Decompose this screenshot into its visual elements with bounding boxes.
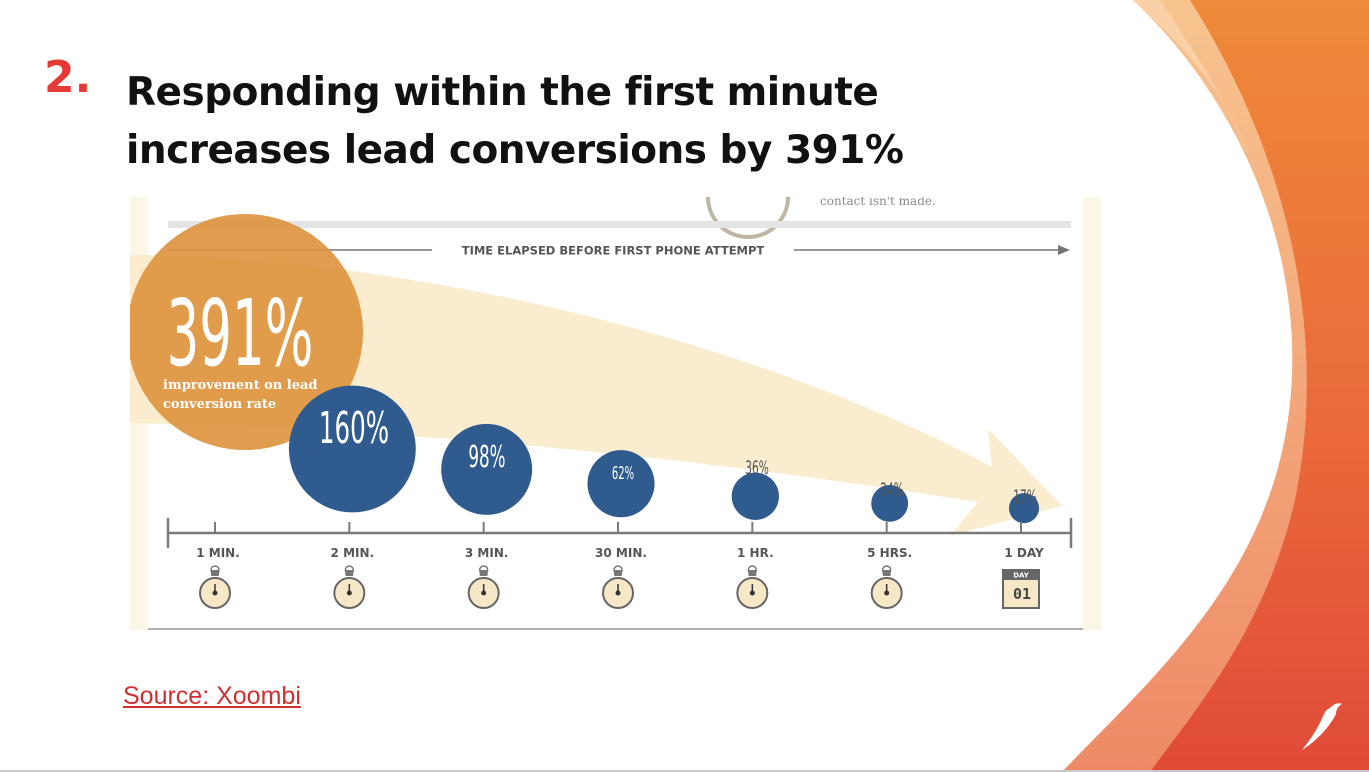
source-link[interactable]: Source: Xoombi — [123, 682, 301, 710]
calendar-day-number: 01 — [1013, 585, 1031, 603]
stopwatch-icon — [736, 565, 769, 609]
stopwatch-icon — [199, 565, 231, 609]
infographic-panel: contact isn't made. TIME ELAPSED BEFORE … — [130, 197, 1101, 630]
conversion-chart: contact isn't made. TIME ELAPSED BEFORE … — [130, 197, 1083, 630]
data-label: 98% — [468, 439, 505, 474]
stopwatch-icon — [333, 565, 366, 609]
cropped-stopwatch-icon — [706, 197, 790, 239]
data-label: 36% — [745, 456, 769, 479]
slide-number: 2. — [44, 52, 92, 103]
tick-label: 1 HR. — [737, 546, 774, 560]
data-point — [587, 450, 655, 518]
data-label: 17% — [1013, 485, 1037, 508]
data-label: 24% — [880, 478, 904, 501]
data-label: 62% — [612, 462, 634, 484]
data-point — [1008, 493, 1040, 524]
tick-label: 30 MIN. — [595, 546, 647, 560]
separator-bar — [168, 221, 1071, 228]
title-line-1: Responding within the first minute — [126, 70, 879, 115]
stopwatch-icon — [467, 565, 500, 609]
axis-title-arrow-icon — [1058, 245, 1070, 255]
top-fragment-text: contact isn't made. — [820, 197, 936, 208]
stopwatch-icon — [870, 565, 903, 609]
tick-label: 3 MIN. — [465, 546, 509, 560]
calendar-top-label: DAY — [1013, 572, 1030, 580]
axis-title: TIME ELAPSED BEFORE FIRST PHONE ATTEMPT — [462, 244, 765, 258]
big-caption-line-2: conversion rate — [163, 397, 276, 412]
data-point — [288, 385, 416, 513]
data-point — [130, 214, 363, 450]
flow-arrow — [130, 255, 1062, 536]
data-marks: 391%160% 98% 62% 36% 24% 17% improvement on le… — [130, 214, 1040, 524]
data-point — [441, 423, 533, 515]
data-point — [731, 472, 779, 520]
time-axis: 1 MIN. 2 MIN. 3 MIN. 30 MIN. 1 HR. 5 HRS. 1 DA… — [166, 518, 1073, 609]
calendar-icon: DAY 01 — [1002, 569, 1040, 609]
tick-label: 1 MIN. — [196, 546, 240, 560]
pepper-logo-icon — [1302, 703, 1342, 750]
tick-label: 1 DAY — [1004, 546, 1044, 560]
stopwatch-icon — [602, 565, 634, 609]
data-point — [871, 484, 909, 522]
slide-bottom-border — [0, 770, 1369, 772]
tick-label: 5 HRS. — [867, 546, 912, 560]
slide-title: Responding within the first minute incre… — [126, 64, 1026, 180]
decor-wave-dark — [1150, 0, 1369, 772]
big-caption-line-1: improvement on lead — [163, 378, 318, 393]
data-label: 391% — [167, 281, 314, 388]
data-label: 160% — [319, 402, 389, 454]
tick-label: 2 MIN. — [331, 546, 375, 560]
title-line-2: increases lead conversions by 391% — [126, 128, 904, 173]
